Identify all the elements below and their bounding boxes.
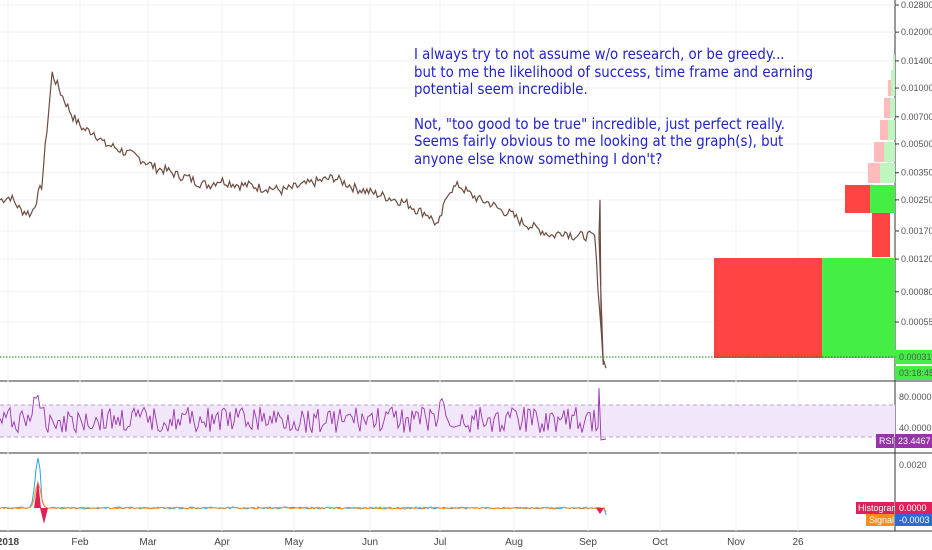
x-tick-label: Aug — [505, 537, 523, 548]
macd-signal-line — [0, 481, 607, 513]
volume-profile-sell-bar — [872, 213, 890, 257]
annotation-text: I always try to not assume w/o research,… — [414, 45, 814, 185]
annotation-line: Not, "too good to be true" incredible, j… — [414, 114, 785, 133]
volume-profile-buy-bar — [822, 258, 895, 358]
x-tick-label: May — [285, 537, 304, 548]
volume-profile-bar — [890, 98, 895, 118]
signal-name: Signal — [869, 515, 894, 525]
macd-histogram — [34, 480, 604, 524]
annotation-line: anyone else know something I don't? — [414, 149, 663, 168]
x-tick-label: 2018 — [0, 537, 20, 548]
volume-profile-bar — [888, 120, 895, 140]
histogram-name-badge — [856, 502, 894, 514]
x-tick-label: Oct — [652, 537, 668, 548]
x-tick-label: Apr — [214, 537, 230, 548]
price-line — [0, 71, 607, 369]
rsi-value: 23.4467 — [898, 436, 931, 446]
volume-profile-bar — [891, 70, 895, 96]
annotation-paragraph-1: I always try to not assume w/o research,… — [414, 45, 814, 99]
rsi-value-badge — [895, 434, 932, 448]
volume-profile-bar — [884, 98, 890, 118]
volume-profile-bar — [874, 142, 884, 162]
volume-profile-bar — [888, 80, 892, 96]
countdown-badge — [895, 366, 932, 380]
current-price-label: 0.000313 — [899, 352, 932, 362]
x-tick-label: Jul — [434, 537, 447, 548]
rsi-name: RSI — [879, 436, 894, 446]
rsi-panel: 80.0000 40.0000 RSI 23.4467 — [0, 387, 932, 448]
macd-panel: 0.0020 Histogram 0.0000 Signal -0.0003 — [0, 457, 932, 526]
histogram-name: Histogram — [858, 503, 899, 513]
x-tick-label: Nov — [727, 537, 745, 548]
x-tick-label: Jun — [362, 537, 378, 548]
annotation-line: potential seem incredible. — [414, 80, 588, 98]
x-tick-label: Mar — [139, 537, 157, 548]
rsi-tick-40: 40.0000 — [899, 423, 932, 433]
volume-profile-buy-bar — [870, 185, 895, 213]
annotation-paragraph-2: Not, "too good to be true" incredible, j… — [414, 114, 785, 169]
volume-profile-bar — [880, 120, 888, 140]
volume-profile-bar — [880, 163, 895, 183]
annotation-line: I always try to not assume w/o research,… — [414, 45, 785, 63]
countdown-label: 03:18:45 — [899, 368, 932, 378]
x-tick-label: Feb — [71, 537, 89, 548]
histogram-value-badge — [895, 502, 932, 514]
signal-name-badge — [866, 514, 894, 526]
rsi-tick-80: 80.0000 — [899, 392, 932, 402]
rsi-name-badge — [876, 434, 894, 448]
macd-line — [0, 457, 607, 516]
x-tick-label: Sep — [579, 537, 597, 548]
volume-profile-bar — [884, 142, 895, 162]
histogram-value: 0.0000 — [899, 503, 927, 513]
volume-profile-sell-bar — [845, 185, 870, 213]
signal-value: -0.0003 — [899, 515, 930, 525]
x-tick-label: 26 — [792, 537, 804, 548]
volume-profile-bar — [893, 55, 895, 80]
x-axis: 2018 Feb Mar Apr May Jun Jul Aug Sep Oct Nov 26 — [0, 537, 804, 548]
current-price-badge — [895, 350, 932, 364]
signal-value-badge — [895, 514, 932, 526]
volume-profile — [714, 55, 895, 358]
rsi-line — [0, 387, 607, 441]
volume-profile-sell-bar — [714, 258, 822, 358]
annotation-line: but to me the likelihood of success, tim… — [414, 62, 814, 81]
annotation-line: Seems fairly obvious to me looking at th… — [414, 132, 784, 150]
volume-profile-bar — [868, 163, 880, 183]
rsi-band — [0, 405, 895, 437]
macd-tick: 0.0020 — [899, 460, 927, 470]
